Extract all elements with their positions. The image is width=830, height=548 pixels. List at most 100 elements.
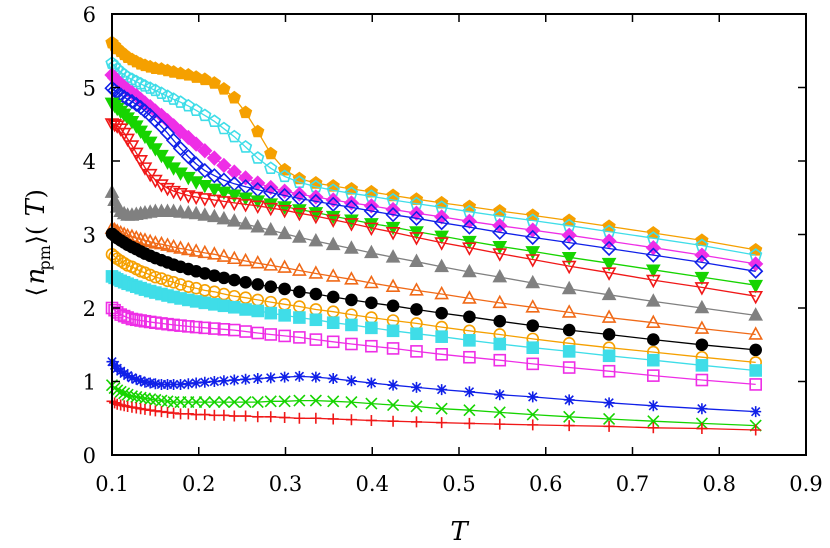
data-point: [216, 210, 232, 225]
data-point: [344, 271, 359, 285]
data-point: [166, 92, 181, 105]
x-tick-label: 0.8: [703, 472, 736, 496]
data-point: [364, 274, 379, 289]
data-point: [197, 207, 213, 221]
data-point: [182, 378, 194, 390]
series-filled-triangle-down: [104, 97, 764, 294]
data-point: [309, 313, 323, 327]
y-tick-label: 3: [83, 224, 96, 248]
data-point: [238, 252, 253, 267]
data-point: [310, 371, 322, 383]
data-point: [240, 410, 252, 422]
data-point: [647, 333, 660, 346]
data-point: [182, 280, 195, 293]
data-point: [226, 189, 242, 203]
data-point: [137, 162, 153, 176]
data-point: [326, 290, 340, 304]
data-point: [365, 321, 378, 335]
data-point: [344, 218, 359, 232]
data-point: [293, 370, 305, 382]
data-point: [188, 243, 204, 257]
data-point: [365, 397, 378, 410]
data-point: [365, 296, 378, 310]
y-tick-label: 1: [83, 371, 96, 395]
data-point: [493, 353, 507, 367]
data-point: [207, 76, 222, 89]
data-point: [216, 157, 232, 174]
series-open-pentagon: [105, 56, 763, 261]
data-point: [363, 198, 380, 214]
data-point: [113, 123, 129, 137]
data-point: [387, 398, 400, 412]
data-point: [463, 386, 475, 398]
data-point: [462, 242, 477, 256]
data-point: [694, 320, 710, 334]
data-point: [217, 271, 231, 285]
data-point: [434, 285, 449, 300]
data-point: [174, 278, 187, 291]
data-point: [217, 396, 230, 409]
data-point: [409, 282, 424, 296]
data-point: [217, 299, 231, 313]
data-point: [385, 278, 401, 292]
y-axis-title-n: n: [21, 268, 51, 285]
data-point: [134, 391, 147, 404]
data-point: [124, 93, 140, 110]
data-point: [386, 342, 400, 355]
data-point: [562, 323, 576, 337]
data-point: [434, 258, 449, 273]
data-point: [228, 396, 241, 409]
data-point: [562, 345, 576, 358]
data-point: [603, 420, 615, 432]
data-point: [292, 229, 307, 243]
data-point: [228, 410, 240, 422]
data-point: [180, 148, 196, 165]
data-point: [182, 320, 195, 333]
data-point: [218, 375, 230, 387]
data-point: [207, 194, 222, 209]
series-line: [111, 87, 756, 272]
data-point: [160, 182, 175, 197]
data-point: [525, 254, 541, 268]
series-plus: [106, 395, 762, 436]
data-point: [292, 262, 307, 276]
data-point: [695, 338, 709, 352]
data-point: [279, 371, 291, 383]
data-point: [226, 164, 242, 180]
series-layer: [104, 35, 764, 436]
data-point: [695, 359, 709, 372]
data-point: [198, 72, 212, 86]
data-point: [197, 162, 213, 179]
data-point: [647, 353, 660, 367]
data-point: [434, 230, 449, 245]
data-point: [602, 349, 616, 363]
x-tick-label: 0.1: [95, 472, 128, 496]
data-point: [645, 314, 661, 329]
data-point: [494, 418, 506, 430]
data-point: [327, 413, 339, 425]
data-point: [463, 417, 475, 429]
data-point: [188, 191, 204, 206]
data-point: [345, 318, 358, 332]
data-point: [645, 264, 661, 278]
data-point: [325, 236, 341, 251]
data-point: [308, 265, 324, 279]
data-point: [173, 240, 188, 254]
data-point: [206, 168, 222, 184]
data-point: [436, 417, 448, 429]
data-point: [561, 304, 577, 318]
y-axis-title-rest: ⟩(: [22, 226, 50, 245]
data-point: [264, 395, 277, 408]
data-point: [492, 294, 508, 309]
data-point: [265, 411, 277, 423]
data-point: [189, 281, 203, 295]
data-point: [251, 396, 264, 409]
data-point: [130, 373, 142, 385]
series-line: [111, 122, 756, 297]
data-point: [435, 306, 448, 320]
data-point: [434, 237, 449, 251]
data-point: [118, 387, 131, 400]
data-point: [251, 124, 265, 138]
data-point: [562, 361, 576, 374]
